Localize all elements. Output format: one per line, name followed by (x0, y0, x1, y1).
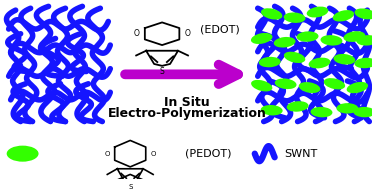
Ellipse shape (320, 35, 342, 46)
Ellipse shape (284, 52, 305, 63)
Ellipse shape (332, 11, 354, 21)
Ellipse shape (354, 106, 373, 118)
Text: O: O (185, 29, 191, 38)
Ellipse shape (275, 78, 297, 89)
Ellipse shape (261, 105, 283, 115)
Ellipse shape (7, 146, 38, 162)
Ellipse shape (324, 78, 345, 89)
Ellipse shape (355, 57, 373, 69)
Text: (EDOT): (EDOT) (200, 24, 240, 34)
Ellipse shape (274, 36, 295, 48)
Text: Electro-Polymerization: Electro-Polymerization (107, 108, 266, 121)
Text: S: S (160, 67, 164, 76)
Ellipse shape (333, 54, 355, 64)
Ellipse shape (311, 107, 332, 117)
Text: S: S (128, 184, 132, 189)
Text: (PEDOT): (PEDOT) (185, 149, 232, 159)
Ellipse shape (347, 82, 368, 93)
Ellipse shape (307, 6, 328, 18)
Text: In Situ: In Situ (164, 96, 210, 109)
Ellipse shape (299, 82, 320, 94)
Text: SWNT: SWNT (285, 149, 318, 159)
Ellipse shape (261, 9, 283, 19)
Ellipse shape (251, 33, 273, 44)
Text: O: O (150, 151, 156, 157)
Ellipse shape (356, 35, 373, 46)
Ellipse shape (355, 8, 373, 19)
Text: O: O (105, 151, 110, 157)
Text: O: O (133, 29, 139, 38)
Ellipse shape (308, 58, 330, 68)
Ellipse shape (287, 101, 308, 112)
Ellipse shape (297, 31, 318, 43)
Ellipse shape (336, 103, 358, 114)
Ellipse shape (251, 80, 272, 91)
Ellipse shape (284, 12, 305, 24)
Ellipse shape (259, 56, 280, 68)
Ellipse shape (344, 31, 365, 42)
